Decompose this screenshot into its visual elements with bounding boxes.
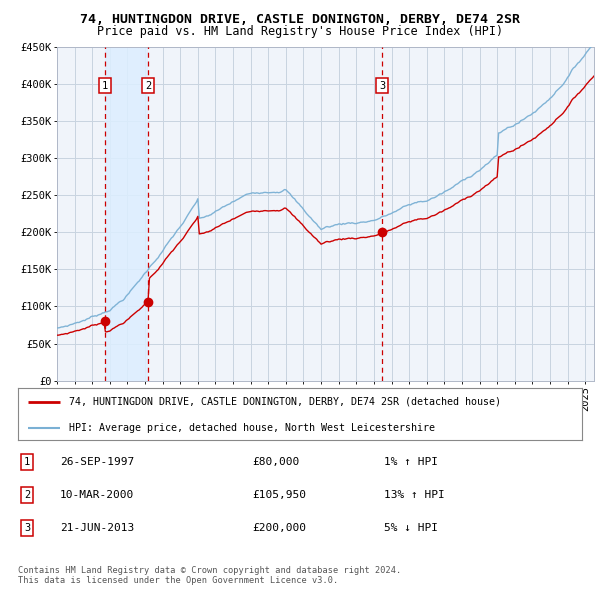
Text: Price paid vs. HM Land Registry's House Price Index (HPI): Price paid vs. HM Land Registry's House … [97,25,503,38]
Text: 1: 1 [102,81,108,90]
Text: 1: 1 [24,457,30,467]
Text: 10-MAR-2000: 10-MAR-2000 [60,490,134,500]
Text: 21-JUN-2013: 21-JUN-2013 [60,523,134,533]
Text: 1% ↑ HPI: 1% ↑ HPI [384,457,438,467]
Text: 3: 3 [379,81,385,90]
Text: 5% ↓ HPI: 5% ↓ HPI [384,523,438,533]
Text: 3: 3 [24,523,30,533]
Text: Contains HM Land Registry data © Crown copyright and database right 2024.
This d: Contains HM Land Registry data © Crown c… [18,566,401,585]
Text: 13% ↑ HPI: 13% ↑ HPI [384,490,445,500]
Text: £105,950: £105,950 [252,490,306,500]
Text: 26-SEP-1997: 26-SEP-1997 [60,457,134,467]
Bar [105,47,148,381]
Text: £200,000: £200,000 [252,523,306,533]
Text: 2: 2 [24,490,30,500]
Text: £80,000: £80,000 [252,457,299,467]
Text: 2: 2 [145,81,152,90]
Text: 74, HUNTINGDON DRIVE, CASTLE DONINGTON, DERBY, DE74 2SR (detached house): 74, HUNTINGDON DRIVE, CASTLE DONINGTON, … [69,396,501,407]
Text: HPI: Average price, detached house, North West Leicestershire: HPI: Average price, detached house, Nort… [69,423,435,433]
Text: 74, HUNTINGDON DRIVE, CASTLE DONINGTON, DERBY, DE74 2SR: 74, HUNTINGDON DRIVE, CASTLE DONINGTON, … [80,13,520,26]
